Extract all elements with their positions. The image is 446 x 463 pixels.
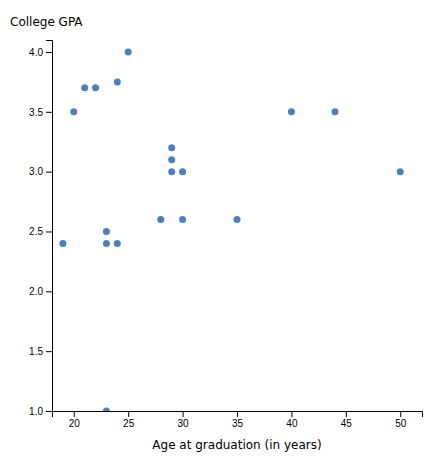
point: [59, 240, 66, 247]
tick-label: 4.0: [29, 47, 43, 58]
x-axis-title: Age at graduation (in years): [152, 438, 321, 452]
tick: 50: [395, 411, 407, 429]
axis-line: [53, 412, 423, 418]
tick-label: 25: [123, 418, 135, 429]
tick: 40: [286, 411, 298, 429]
point: [125, 48, 132, 55]
point: [168, 168, 175, 175]
tick-mark: [46, 52, 52, 53]
tick: 3.5: [29, 107, 52, 118]
tick-mark: [128, 411, 129, 417]
tick-label: 2.5: [29, 226, 43, 237]
tick-label: 2.0: [29, 286, 43, 297]
point: [397, 168, 404, 175]
y-axis: 1.0 1.5 2.0 2.5 3.0 3.5 4.0: [29, 41, 52, 417]
point: [81, 84, 88, 91]
tick-mark: [346, 411, 347, 417]
tick: 30: [178, 411, 190, 429]
tick-label: 3.5: [29, 107, 43, 118]
point: [179, 216, 186, 223]
point: [114, 240, 121, 247]
axis-line: [46, 41, 53, 412]
chart: 20 25 30 35 40 45 50 1.0 1.5 2.0 2.5 3.0 3.5 4.0 Age a…: [0, 0, 446, 463]
tick-mark: [46, 112, 52, 113]
point: [157, 216, 164, 223]
tick: 3.0: [29, 166, 52, 177]
tick-mark: [183, 411, 184, 417]
tick: 25: [123, 411, 135, 429]
point: [331, 108, 338, 115]
points: [59, 48, 403, 411]
point: [103, 408, 110, 412]
tick: 45: [341, 411, 353, 429]
tick-label: 1.0: [29, 406, 43, 417]
plot-area: 20 25 30 35 40 45 50 1.0 1.5 2.0 2.5 3.0 3.5 4.0: [29, 41, 422, 430]
y-axis-title: College GPA: [10, 15, 83, 29]
tick-mark: [46, 411, 52, 412]
point: [103, 240, 110, 247]
point: [179, 168, 186, 175]
point: [92, 84, 99, 91]
tick: 4.0: [29, 47, 52, 58]
x-axis: 20 25 30 35 40 45 50: [53, 411, 423, 429]
tick-mark: [46, 351, 52, 352]
tick: 2.5: [29, 226, 52, 237]
tick: 20: [69, 411, 81, 429]
tick-mark: [46, 231, 52, 232]
tick: 35: [232, 411, 244, 429]
tick: 1.0: [29, 406, 52, 417]
point: [70, 108, 77, 115]
point: [234, 216, 241, 223]
point: [114, 78, 121, 85]
tick-mark: [46, 291, 52, 292]
tick-mark: [237, 411, 238, 417]
point: [168, 144, 175, 151]
tick-mark: [291, 411, 292, 417]
point: [288, 108, 295, 115]
tick-label: 40: [286, 418, 298, 429]
tick-mark: [400, 411, 401, 417]
tick: 1.5: [29, 346, 52, 357]
tick-mark: [74, 411, 75, 417]
tick-label: 45: [341, 418, 353, 429]
tick-label: 3.0: [29, 166, 43, 177]
tick-label: 1.5: [29, 346, 43, 357]
point: [168, 156, 175, 163]
tick-mark: [46, 172, 52, 173]
tick-label: 30: [178, 418, 190, 429]
tick-label: 50: [395, 418, 407, 429]
tick-label: 20: [69, 418, 81, 429]
tick-label: 35: [232, 418, 244, 429]
point: [103, 228, 110, 235]
tick: 2.0: [29, 286, 52, 297]
